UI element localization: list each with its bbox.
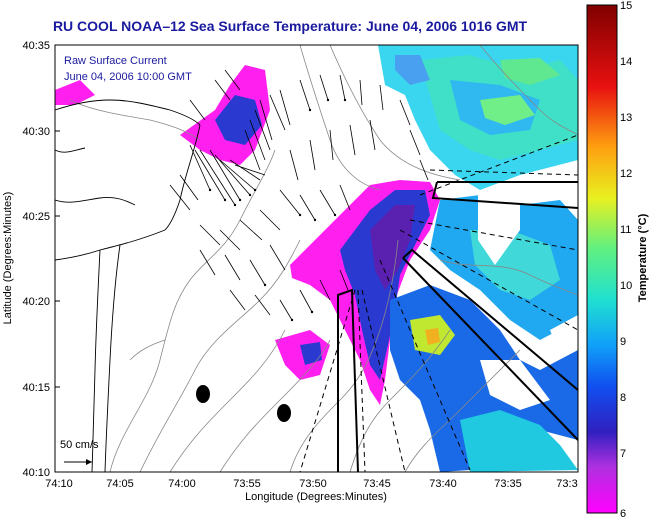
scale-label: 50 cm/s xyxy=(60,439,99,451)
station-marker xyxy=(196,385,210,403)
y-tick-label: 40:15 xyxy=(22,382,50,394)
y-tick-label: 40:20 xyxy=(22,296,50,308)
colorbar-tick-label: 13 xyxy=(620,112,632,124)
colorbar-tick-label: 9 xyxy=(620,336,626,348)
y-tick-label: 40:35 xyxy=(22,40,50,52)
x-tick-label: 73:3 xyxy=(556,478,577,490)
colorbar-tick-label: 8 xyxy=(620,392,626,404)
colorbar-label: Temperature (°C) xyxy=(637,213,649,302)
bathymetry-contours xyxy=(69,45,578,472)
coastline xyxy=(55,99,201,472)
x-tick-label: 73:35 xyxy=(494,478,522,490)
sst-field xyxy=(55,45,578,472)
x-tick-label: 73:50 xyxy=(299,478,327,490)
map-title: RU COOL NOAA–12 Sea Surface Temperature:… xyxy=(52,18,528,34)
legend-line-2: June 04, 2006 10:00 GMT xyxy=(64,71,192,83)
colorbar xyxy=(586,4,618,514)
station-marker xyxy=(277,404,291,422)
plot-border xyxy=(54,44,579,473)
colorbar-tick-label: 15 xyxy=(620,0,632,12)
y-tick-label: 40:30 xyxy=(22,126,50,138)
vector-heads xyxy=(208,98,347,322)
colorbar-tick-label: 7 xyxy=(620,448,626,460)
y-axis-label: Latitude (Degrees:Minutes) xyxy=(2,192,14,325)
x-axis-label: Longitude (Degrees:Minutes) xyxy=(245,491,387,503)
colorbar-tick-label: 10 xyxy=(620,280,632,292)
colorbar-tick-label: 6 xyxy=(620,508,626,519)
colorbar-ticks: 15 14 13 12 11 10 9 8 7 6 xyxy=(620,0,632,519)
x-tick-label: 74:05 xyxy=(106,478,134,490)
y-tick-label: 40:10 xyxy=(22,467,50,479)
y-ticks: 40:35 40:30 40:25 40:20 40:15 40:10 xyxy=(22,40,60,479)
colorbar-tick-label: 11 xyxy=(620,224,631,236)
x-tick-label: 74:00 xyxy=(168,478,196,490)
x-tick-label: 73:40 xyxy=(429,478,457,490)
x-tick-label: 73:55 xyxy=(233,478,261,490)
legend-line-1: Raw Surface Current xyxy=(64,55,167,67)
colorbar-tick-label: 12 xyxy=(620,168,632,180)
x-tick-label: 73:45 xyxy=(363,478,391,490)
boundary-polygons xyxy=(337,181,578,472)
scale-arrowhead xyxy=(86,459,92,465)
radial-lines xyxy=(299,134,578,472)
x-ticks: 74:10 74:05 74:00 73:55 73:50 73:45 73:4… xyxy=(45,478,577,490)
current-vectors xyxy=(169,69,429,321)
y-tick-label: 40:25 xyxy=(22,211,50,223)
colorbar-tick-label: 14 xyxy=(620,56,632,68)
x-tick-label: 74:10 xyxy=(45,478,73,490)
